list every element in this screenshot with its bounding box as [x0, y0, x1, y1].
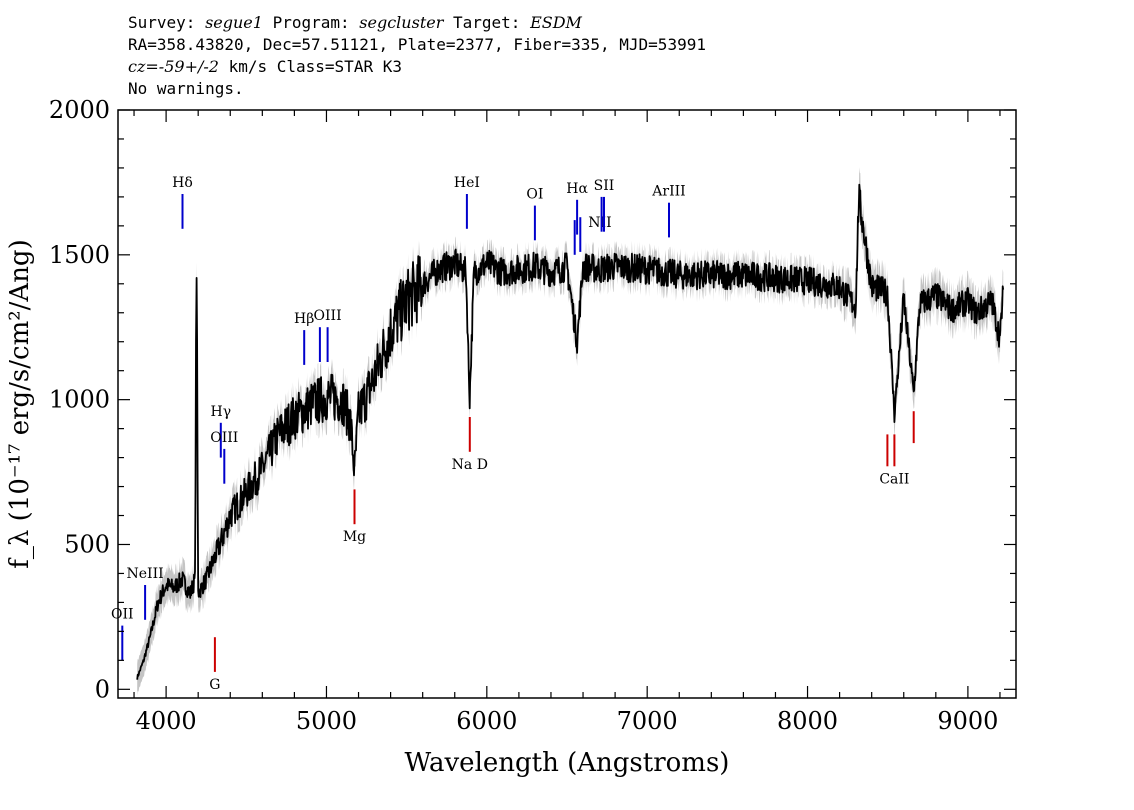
line-label-5: Hβ — [294, 311, 314, 327]
target-label: Target: — [453, 13, 521, 32]
error-band-layer — [137, 167, 1004, 696]
y-tick-label: 1500 — [49, 241, 110, 269]
line-label-14: SII — [594, 178, 615, 194]
plot-frame — [117, 109, 1017, 699]
y-tick-label: 500 — [64, 530, 110, 558]
header-line-survey: Survey: segue1 Program: segcluster Targe… — [128, 12, 706, 34]
line-label-8: HeI — [454, 175, 480, 191]
y-tick-label: 1000 — [49, 386, 110, 414]
x-tick-label: 6000 — [456, 707, 517, 735]
line-label-16: G — [209, 677, 220, 693]
line-label-0: OII — [111, 607, 134, 623]
x-axis-title: Wavelength (Angstroms) — [405, 748, 730, 778]
line-label-15: ArIII — [651, 184, 685, 200]
survey-label: Survey: — [128, 13, 196, 32]
y-tick-label: 2000 — [49, 96, 110, 124]
line-label-20: CaII — [879, 471, 909, 487]
header-line-warnings: No warnings. — [128, 79, 244, 98]
target-value: ESDM — [530, 13, 582, 32]
x-tick-label: 7000 — [617, 707, 678, 735]
line-label-2: Hδ — [172, 175, 193, 191]
x-tick-label: 5000 — [296, 707, 357, 735]
program-label: Program: — [272, 13, 350, 32]
x-tick-label: 9000 — [937, 707, 998, 735]
flux-error-band — [137, 167, 1004, 696]
line-label-11: Hα — [566, 181, 588, 197]
line-label-7: OIII — [314, 308, 342, 324]
spectrum-header: Survey: segue1 Program: segcluster Targe… — [128, 12, 706, 100]
line-label-9: OI — [526, 187, 543, 203]
class-text: km/s Class=STAR K3 — [218, 57, 402, 76]
line-label-18: Na D — [452, 457, 488, 473]
line-label-3: Hγ — [211, 404, 232, 420]
x-tick-label: 8000 — [777, 707, 838, 735]
cz-label: cz — [128, 57, 146, 76]
flux-layer — [136, 183, 1005, 680]
survey-value: segue1 — [205, 13, 263, 32]
line-label-4: OIII — [210, 430, 238, 446]
line-label-1: NeIII — [127, 566, 164, 582]
program-value: segcluster — [359, 13, 444, 32]
axes: 4000 5000 6000 7000 8000 9000 0 500 1000 1500 2000 — [49, 96, 1017, 735]
x-tick-label: 4000 — [136, 707, 197, 735]
line-label-12: NII — [588, 215, 611, 231]
y-axis-title: f_λ (10⁻¹⁷ erg/s/cm²/Ang) — [5, 239, 35, 568]
flux-series-line — [136, 183, 1005, 680]
header-line-redshift: cz=-59+/-2 km/s Class=STAR K3 — [128, 56, 706, 78]
header-line-coordinates: RA=358.43820, Dec=57.51121, Plate=2377, … — [128, 35, 706, 54]
line-label-17: Mg — [343, 529, 366, 545]
cz-value: =-59+/-2 — [145, 57, 219, 76]
y-tick-label: 0 — [95, 675, 110, 703]
